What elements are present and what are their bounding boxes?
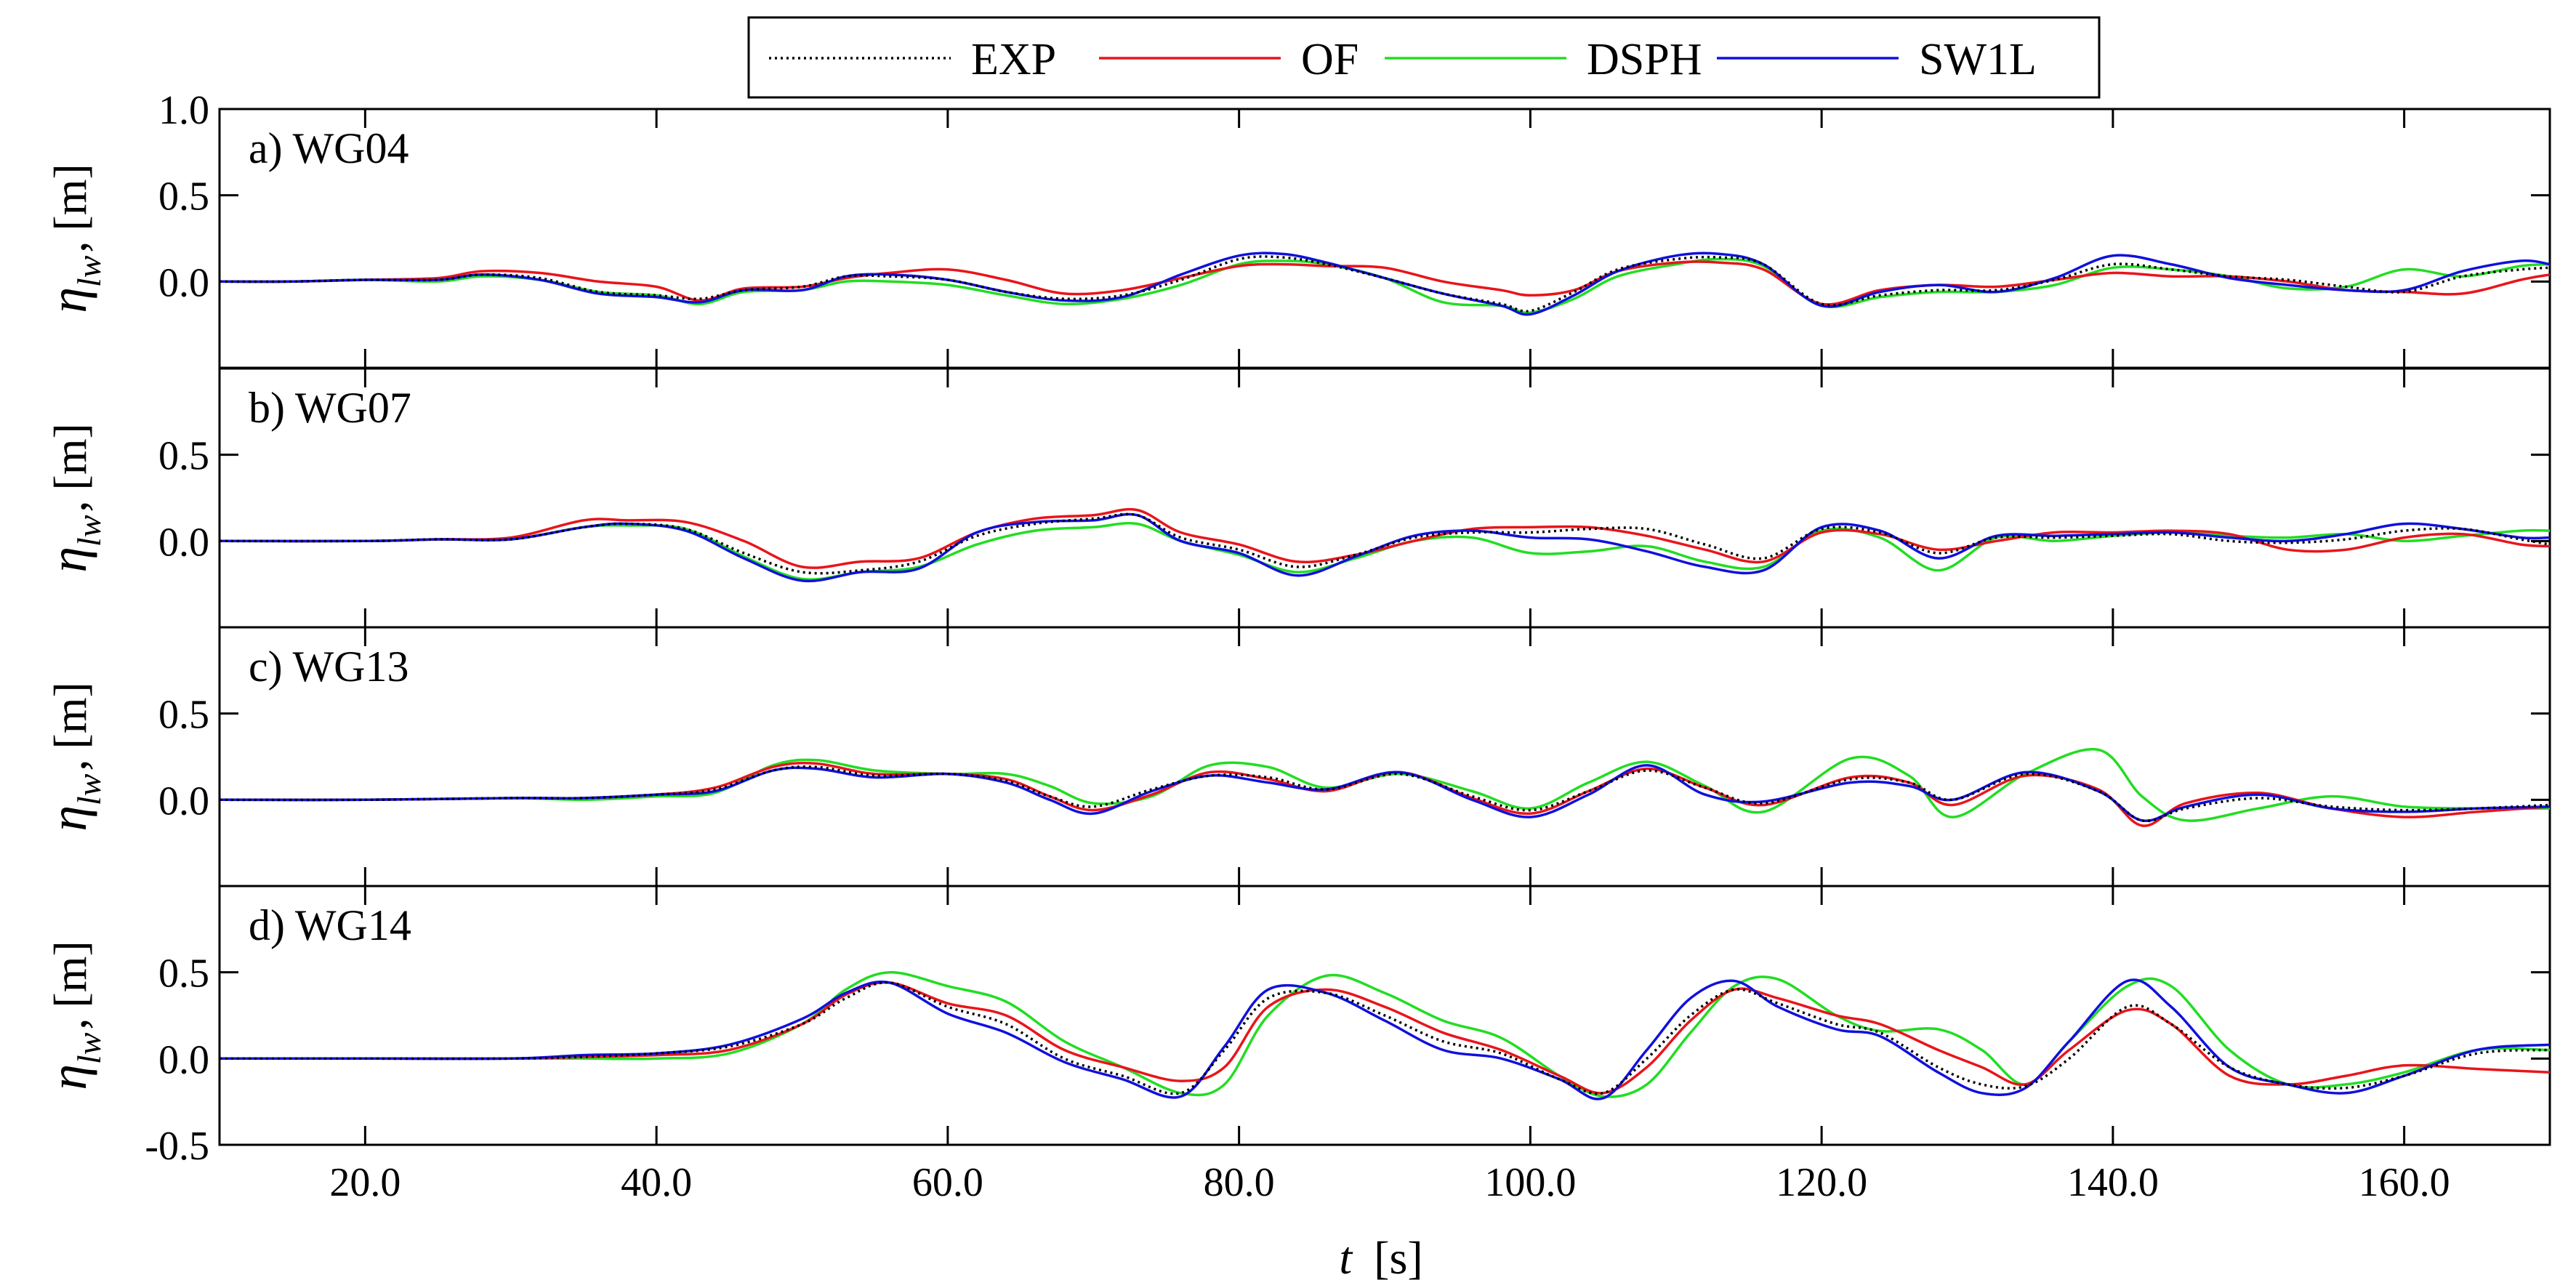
series-group: [220, 507, 2550, 583]
series-line-exp: [220, 981, 2550, 1095]
series-line-of: [220, 260, 2550, 306]
y-axis-comma: ,: [44, 241, 96, 253]
legend-entry-of: OF: [1099, 35, 1359, 84]
panel-label: c) WG13: [249, 643, 409, 691]
x-tick-label: 120.0: [1776, 1160, 1867, 1205]
y-tick-label: -0.5: [145, 1124, 209, 1169]
series-line-exp: [220, 512, 2550, 575]
y-axis-comma: ,: [44, 760, 96, 771]
y-tick-label: 0.0: [158, 520, 209, 565]
x-tick-label: 160.0: [2359, 1160, 2450, 1205]
y-axis-unit: [m]: [44, 941, 96, 1007]
y-axis-comma: ,: [44, 501, 96, 512]
legend-entry-exp: EXP: [769, 35, 1056, 84]
series-group: [220, 748, 2550, 827]
y-tick-label: 0.5: [158, 951, 209, 997]
series-line-dsph: [220, 748, 2550, 822]
y-tick-label: 0.5: [158, 434, 209, 479]
x-tick-label: 20.0: [329, 1160, 401, 1205]
panel-label: a) WG04: [249, 124, 409, 172]
y-axis-sub: lw: [71, 515, 108, 547]
x-axis-var: t: [1339, 1232, 1353, 1284]
panel-frame: [218, 626, 2551, 887]
legend-label: SW1L: [1919, 35, 2037, 84]
series-group: [220, 970, 2550, 1100]
series-line-sw1l: [220, 764, 2550, 823]
y-axis-var: η: [39, 1064, 97, 1090]
x-tick-label: 140.0: [2067, 1160, 2159, 1205]
x-tick-label: 100.0: [1484, 1160, 1576, 1205]
y-axis-sub: lw: [71, 1032, 108, 1064]
panel-frame: [218, 367, 2551, 629]
series-group: [220, 251, 2550, 316]
y-axis-sub: lw: [71, 773, 108, 805]
panel-3: 0.0 0.5 c) WG13 ηlw, [m]: [39, 626, 2551, 887]
y-axis-comma: ,: [44, 1018, 96, 1030]
y-axis-title: ηlw, [m]: [39, 941, 108, 1090]
panel-2: 0.0 0.5 b) WG07 ηlw, [m]: [39, 367, 2551, 629]
legend-label: EXP: [971, 35, 1056, 84]
y-axis-var: η: [39, 805, 97, 832]
y-axis-title: ηlw, [m]: [39, 682, 108, 832]
x-axis: t [s]: [1339, 1232, 1422, 1284]
x-tick-label: 60.0: [912, 1160, 983, 1205]
legend-entry-sw1l: SW1L: [1717, 35, 2037, 84]
panel-4: -0.5 0.0 0.5 d) WG14 ηlw, [m] 20.0 40.0 60.0 80.0…: [39, 885, 2551, 1205]
x-tick-label: 40.0: [621, 1160, 692, 1205]
panel-1: 0.0 0.5 1.0 a) WG04 ηlw, [m]: [39, 88, 2551, 369]
legend-label: OF: [1301, 35, 1359, 84]
panel-label: d) WG14: [249, 901, 411, 949]
y-tick-label: 1.0: [158, 88, 209, 133]
y-tick-label: 0.0: [158, 1037, 209, 1082]
legend-entry-dsph: DSPH: [1385, 35, 1702, 84]
y-axis-sub: lw: [71, 255, 108, 287]
y-axis-unit: [m]: [44, 682, 96, 749]
legend-label: DSPH: [1587, 35, 1702, 84]
y-axis-var: η: [39, 287, 97, 313]
y-tick-label: 0.0: [158, 260, 209, 305]
series-line-sw1l: [220, 512, 2550, 583]
y-tick-label: 0.0: [158, 778, 209, 824]
x-axis-unit: [s]: [1374, 1232, 1423, 1284]
y-axis-title: ηlw, [m]: [39, 423, 108, 573]
series-line-dsph: [220, 970, 2550, 1098]
series-line-exp: [220, 255, 2550, 313]
y-axis-title: ηlw, [m]: [39, 164, 108, 313]
legend: EXP OF DSPH SW1L: [747, 16, 2101, 99]
y-axis-unit: [m]: [44, 164, 96, 230]
y-axis-unit: [m]: [44, 423, 96, 490]
y-tick-label: 0.5: [158, 174, 209, 220]
y-tick-label: 0.5: [158, 693, 209, 738]
panel-label: b) WG07: [249, 384, 411, 432]
series-line-sw1l: [220, 978, 2550, 1100]
series-line-exp: [220, 765, 2550, 823]
series-line-of: [220, 507, 2550, 569]
x-axis-title: t [s]: [1339, 1232, 1422, 1284]
y-axis-var: η: [39, 547, 97, 573]
panel-frame: [218, 108, 2551, 369]
x-tick-label: 80.0: [1204, 1160, 1275, 1205]
panel-frame: [218, 885, 2551, 1146]
